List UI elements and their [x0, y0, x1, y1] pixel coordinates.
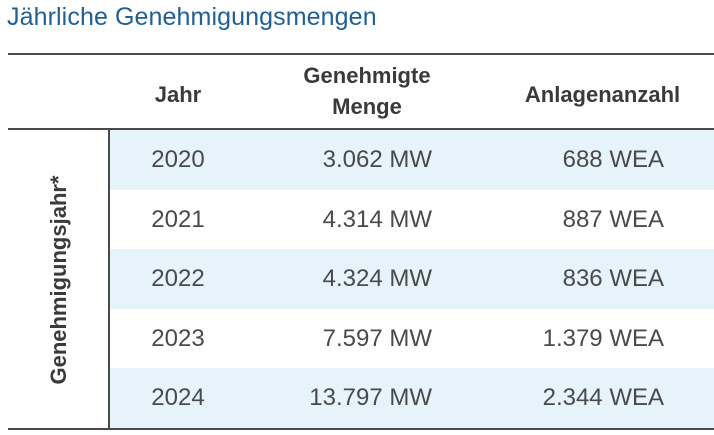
year-cell: 2020 [151, 146, 205, 173]
table-row: 2020 3.062 MW 688 WEA [110, 130, 714, 190]
year-cell: 2024 [151, 384, 205, 412]
table-bottom-rule [8, 428, 714, 430]
table-top-rule [8, 53, 714, 55]
row-group-divider [108, 130, 110, 428]
approved-amount-cell: 4.324 MW [322, 265, 432, 293]
plant-count-cell: 688 WEA [562, 146, 664, 173]
approved-amount-cell: 3.062 MW [322, 146, 432, 173]
year-cell: 2022 [151, 265, 205, 293]
row-group-label: Genehmigungsjahr* [46, 175, 71, 385]
table-row: 2024 13.797 MW 2.344 WEA [110, 368, 714, 428]
column-header-approved-amount-line1: Genehmigte [303, 63, 431, 88]
column-header-approved-amount-line2: Menge [332, 94, 402, 119]
column-header-approved-amount: Genehmigte Menge [262, 60, 472, 122]
plant-count-cell: 836 WEA [562, 265, 664, 293]
column-header-year: Jahr [154, 82, 202, 107]
column-header-plant-count: Anlagenanzahl [524, 82, 681, 107]
plant-count-cell: 887 WEA [562, 205, 664, 233]
year-cell: 2023 [151, 324, 205, 352]
approved-amount-cell: 7.597 MW [322, 324, 432, 352]
table-row: 2022 4.324 MW 836 WEA [110, 249, 714, 309]
plant-count-cell: 2.344 WEA [542, 384, 664, 412]
approved-amount-cell: 13.797 MW [309, 384, 432, 412]
page-title: Jährliche Genehmigungsmengen [7, 3, 377, 31]
table-row: 2023 7.597 MW 1.379 WEA [110, 309, 714, 369]
table-row: 2021 4.314 MW 887 WEA [110, 190, 714, 250]
plant-count-cell: 1.379 WEA [542, 324, 664, 352]
approved-amount-cell: 4.314 MW [322, 205, 432, 233]
table-body: 2020 3.062 MW 688 WEA 2021 4.314 MW 887 … [110, 130, 714, 428]
year-cell: 2021 [151, 205, 205, 233]
table-header-rule [8, 128, 714, 130]
